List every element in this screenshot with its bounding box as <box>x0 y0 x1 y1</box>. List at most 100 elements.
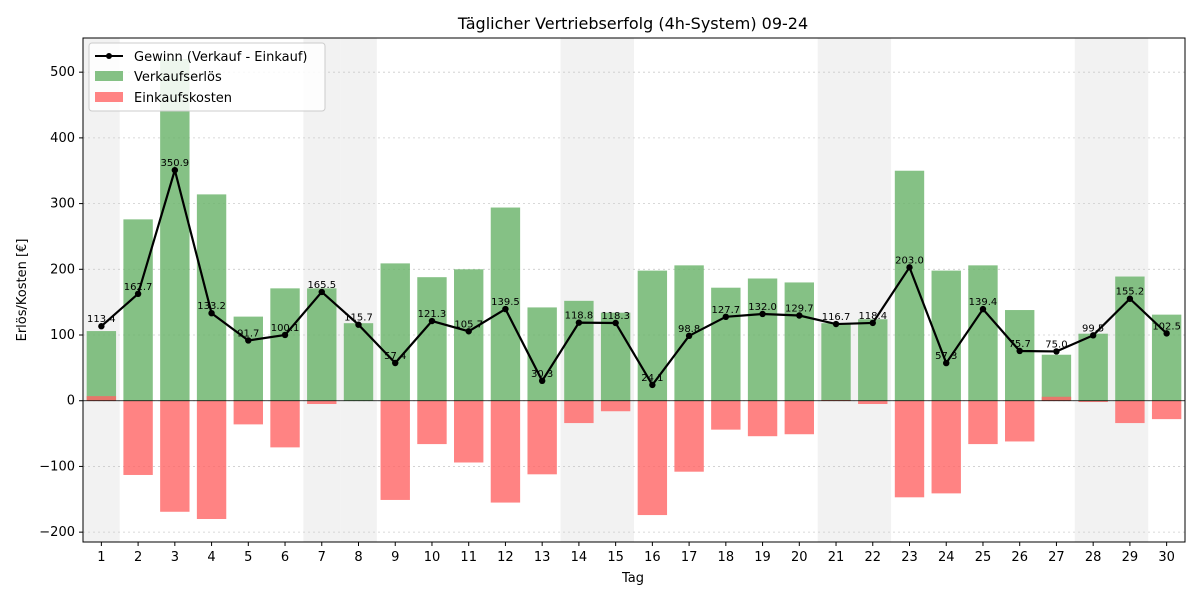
weekend-shade <box>817 38 855 542</box>
profit-value-label: 121.3 <box>418 309 447 320</box>
profit-value-label: 115.7 <box>344 313 373 324</box>
profit-point <box>171 166 179 174</box>
cost-bar <box>490 400 521 503</box>
x-tick-label: 22 <box>864 550 881 565</box>
profit-point <box>943 359 950 367</box>
cost-bar <box>380 400 410 500</box>
revenue-bar <box>1151 314 1182 401</box>
x-tick-label: 28 <box>1085 550 1102 565</box>
cost-bar <box>307 400 337 405</box>
x-tick-label: 23 <box>901 550 918 565</box>
profit-value-label: 24.1 <box>641 373 663 384</box>
profit-value-label: 75.7 <box>1009 339 1031 350</box>
legend-revenue-swatch <box>95 71 123 81</box>
y-axis-title: Erlös/Kosten [€] <box>15 239 30 342</box>
cost-bar <box>711 400 741 430</box>
profit-point <box>318 288 325 296</box>
x-tick-label: 9 <box>391 550 399 565</box>
revenue-bar <box>160 59 190 401</box>
cost-bar <box>270 400 300 448</box>
x-tick-label: 30 <box>1158 550 1175 565</box>
profit-point <box>1016 347 1023 355</box>
profit-point <box>906 264 913 271</box>
cost-bar <box>160 400 190 512</box>
profit-value-label: 139.5 <box>491 297 520 308</box>
legend: Gewinn (Verkauf - Einkauf) Verkaufserlös… <box>88 42 326 112</box>
x-tick-label: 29 <box>1122 550 1139 565</box>
profit-point <box>1089 332 1097 339</box>
profit-value-label: 132.0 <box>748 302 777 313</box>
profit-value-label: 57.3 <box>935 351 957 362</box>
x-tick-label: 24 <box>938 550 955 565</box>
x-tick-label: 17 <box>681 550 698 565</box>
profit-point <box>869 319 876 327</box>
y-tick-label: −200 <box>39 525 75 540</box>
revenue-bar <box>454 269 484 401</box>
x-tick-label: 8 <box>354 550 362 565</box>
revenue-bar <box>1078 333 1108 401</box>
profit-value-label: 129.7 <box>785 303 814 314</box>
revenue-bar <box>527 307 557 401</box>
profit-value-label: 113.4 <box>87 314 116 325</box>
y-tick-label: 300 <box>50 197 75 212</box>
value-labels-layer: 113.4 162.7 350.9 133.2 91.7 100.1 165.5 115.7 5… <box>87 158 1181 384</box>
x-tick-label: 6 <box>281 550 289 565</box>
cost-bar <box>233 400 263 425</box>
cost-bar <box>747 400 778 437</box>
weekend-shade <box>597 38 634 542</box>
profit-point <box>1163 330 1170 337</box>
profit-point <box>796 312 803 319</box>
weekend-shade <box>83 38 120 542</box>
profit-value-label: 203.0 <box>895 255 924 266</box>
profit-point <box>979 305 987 313</box>
profit-point <box>281 331 289 339</box>
weekend-shade <box>1074 38 1112 542</box>
cost-bar <box>196 400 227 520</box>
x-tick-label: 1 <box>97 550 105 565</box>
revenue-bar <box>233 316 263 401</box>
revenue-bar <box>490 207 521 401</box>
revenue-bar <box>417 277 447 401</box>
y-tick-label: 400 <box>50 131 75 146</box>
x-tick-label: 25 <box>975 550 992 565</box>
x-tick-label: 12 <box>497 550 514 565</box>
revenue-bar <box>711 287 741 401</box>
profit-value-label: 30.3 <box>531 369 553 380</box>
profit-value-label: 133.2 <box>197 301 226 312</box>
cost-bar <box>674 400 704 472</box>
profit-value-label: 102.5 <box>1152 321 1181 332</box>
revenue-bar <box>821 323 851 401</box>
weekend-shade <box>560 38 598 542</box>
revenue-bar <box>784 282 814 401</box>
x-tick-label: 15 <box>607 550 624 565</box>
x-tick-label: 19 <box>754 550 771 565</box>
profit-value-label: 127.7 <box>712 305 741 316</box>
profit-point <box>538 377 546 385</box>
chart-title: Täglicher Vertriebserfolg (4h-System) 09… <box>457 14 808 33</box>
revenue-bar <box>858 319 888 401</box>
profit-value-label: 116.7 <box>822 312 851 323</box>
profit-point <box>612 319 619 327</box>
profit-value-label: 98.8 <box>678 324 700 335</box>
cost-bar <box>123 400 153 475</box>
revenue-bar <box>270 288 300 401</box>
profit-value-label: 155.2 <box>1116 287 1145 298</box>
cost-bar <box>894 400 925 498</box>
x-tick-label: 5 <box>244 550 252 565</box>
x-axis-ticks: 1 2 3 4 5 6 7 8 9 10 11 12 13 14 15 16 17 18 19 20 21 22 23 24 2… <box>97 542 1175 565</box>
x-tick-label: 21 <box>828 550 845 565</box>
profit-line-layer <box>98 166 1170 389</box>
weekend-shade <box>854 38 892 542</box>
legend-box <box>88 42 326 112</box>
revenue-bar <box>380 263 410 401</box>
revenue-bar <box>1005 310 1035 401</box>
profit-value-label: 99.5 <box>1082 323 1104 334</box>
profit-point <box>832 320 840 328</box>
x-tick-label: 20 <box>791 550 808 565</box>
cost-bar <box>1005 400 1035 442</box>
cost-bar <box>1115 400 1145 424</box>
profit-value-label: 100.1 <box>271 323 300 334</box>
x-tick-label: 10 <box>424 550 441 565</box>
cost-bar <box>454 400 484 463</box>
